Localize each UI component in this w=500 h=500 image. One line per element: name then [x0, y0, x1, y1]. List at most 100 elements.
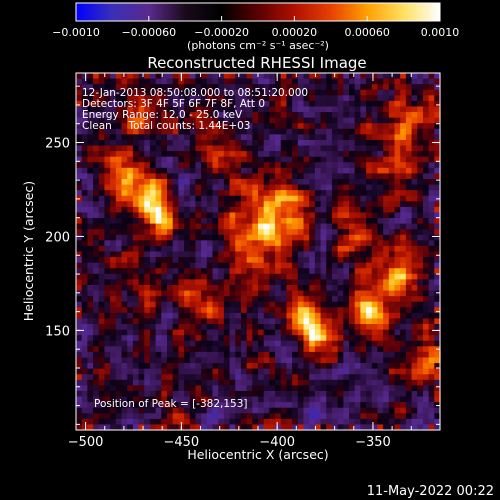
- heatmap-cell: [405, 184, 413, 191]
- heatmap-cell: [280, 245, 288, 253]
- heatmap-cell: [349, 139, 356, 147]
- heatmap-cell: [172, 201, 179, 208]
- heatmap-cell: [422, 184, 430, 191]
- heatmap-cell: [263, 162, 270, 169]
- heatmap-cell: [172, 95, 179, 102]
- heatmap-cell: [110, 162, 117, 169]
- heatmap-cell: [286, 73, 293, 80]
- heatmap-cell: [354, 396, 361, 403]
- heatmap-cell: [434, 351, 441, 359]
- heatmap-cell: [167, 112, 174, 119]
- heatmap-cell: [349, 89, 356, 96]
- heatmap-cell: [434, 357, 441, 364]
- heatmap-cell: [388, 351, 396, 359]
- heatmap-cell: [87, 89, 94, 96]
- heatmap-cell: [400, 351, 407, 359]
- heatmap-cell: [235, 123, 242, 130]
- heatmap-cell: [320, 195, 327, 202]
- heatmap-cell: [360, 201, 367, 208]
- heatmap-cell: [337, 396, 344, 403]
- heatmap-cell: [206, 273, 214, 280]
- heatmap-cell: [400, 95, 407, 102]
- heatmap-cell: [218, 162, 225, 169]
- heatmap-cell: [343, 112, 350, 119]
- heatmap-cell: [172, 357, 179, 364]
- heatmap-cell: [121, 112, 128, 119]
- heatmap-cell: [218, 296, 225, 303]
- heatmap-cell: [320, 218, 327, 225]
- heatmap-cell: [240, 145, 248, 152]
- heatmap-cell: [286, 379, 293, 386]
- heatmap-cell: [189, 229, 197, 236]
- heatmap-cell: [149, 240, 157, 247]
- heatmap-cell: [263, 296, 270, 303]
- heatmap-cell: [184, 78, 191, 85]
- heatmap-cell: [297, 95, 305, 102]
- heatmap-cell: [394, 156, 401, 163]
- heatmap-cell: [104, 385, 111, 392]
- heatmap-cell: [377, 273, 384, 280]
- heatmap-cell: [400, 89, 407, 96]
- heatmap-cell: [286, 229, 293, 236]
- heatmap-cell: [223, 190, 231, 197]
- heatmap-cell: [178, 268, 185, 275]
- heatmap-cell: [149, 329, 157, 336]
- heatmap-cell: [110, 100, 117, 108]
- heatmap-cell: [417, 329, 424, 336]
- heatmap-cell: [320, 257, 327, 264]
- heatmap-cell: [240, 73, 248, 80]
- heatmap-cell: [303, 340, 310, 347]
- heatmap-cell: [149, 106, 157, 113]
- heatmap-cell: [349, 290, 356, 297]
- heatmap-cell: [275, 385, 282, 392]
- heatmap-cell: [360, 123, 367, 130]
- heatmap-cell: [331, 223, 339, 230]
- heatmap-cell: [320, 268, 327, 275]
- heatmap-cell: [349, 123, 356, 130]
- heatmap-cell: [178, 106, 185, 113]
- heatmap-cell: [434, 379, 441, 386]
- heatmap-cell: [314, 307, 322, 314]
- heatmap-cell: [377, 385, 384, 392]
- heatmap-cell: [371, 240, 379, 247]
- heatmap-cell: [172, 162, 179, 169]
- heatmap-cell: [104, 407, 111, 414]
- heatmap-cell: [121, 73, 128, 80]
- heatmap-cell: [417, 201, 424, 208]
- heatmap-cell: [337, 201, 344, 208]
- heatmap-cell: [337, 151, 344, 158]
- heatmap-cell: [400, 340, 407, 347]
- heatmap-cell: [343, 290, 350, 297]
- heatmap-cell: [434, 407, 441, 414]
- heatmap-cell: [132, 335, 140, 342]
- heatmap-cell: [115, 368, 123, 375]
- heatmap-cell: [417, 89, 424, 96]
- heatmap-cell: [132, 178, 140, 186]
- heatmap-cell: [366, 206, 373, 214]
- heatmap-cell: [377, 363, 384, 370]
- heatmap-cell: [93, 262, 100, 269]
- heatmap-cell: [405, 413, 413, 420]
- heatmap-cell: [405, 363, 413, 370]
- heatmap-cell: [149, 307, 157, 314]
- heatmap-cell: [405, 128, 413, 135]
- heatmap-cell: [331, 351, 339, 359]
- heatmap-cell: [377, 379, 384, 386]
- heatmap-cell: [104, 190, 111, 197]
- heatmap-cell: [167, 195, 174, 202]
- heatmap-cell: [212, 128, 219, 135]
- heatmap-cell: [104, 223, 111, 230]
- heatmap-cell: [314, 312, 322, 320]
- heatmap-cell: [303, 106, 310, 113]
- heatmap-cell: [326, 407, 333, 414]
- heatmap-cell: [195, 318, 202, 325]
- heatmap-cell: [303, 257, 310, 264]
- heatmap-cell: [206, 318, 214, 325]
- heatmap-cell: [309, 257, 316, 264]
- heatmap-cell: [366, 195, 373, 202]
- heatmap-cell: [121, 173, 128, 180]
- heatmap-cell: [354, 296, 361, 303]
- heatmap-cell: [155, 312, 162, 320]
- heatmap-cell: [87, 301, 94, 308]
- heatmap-cell: [309, 312, 316, 320]
